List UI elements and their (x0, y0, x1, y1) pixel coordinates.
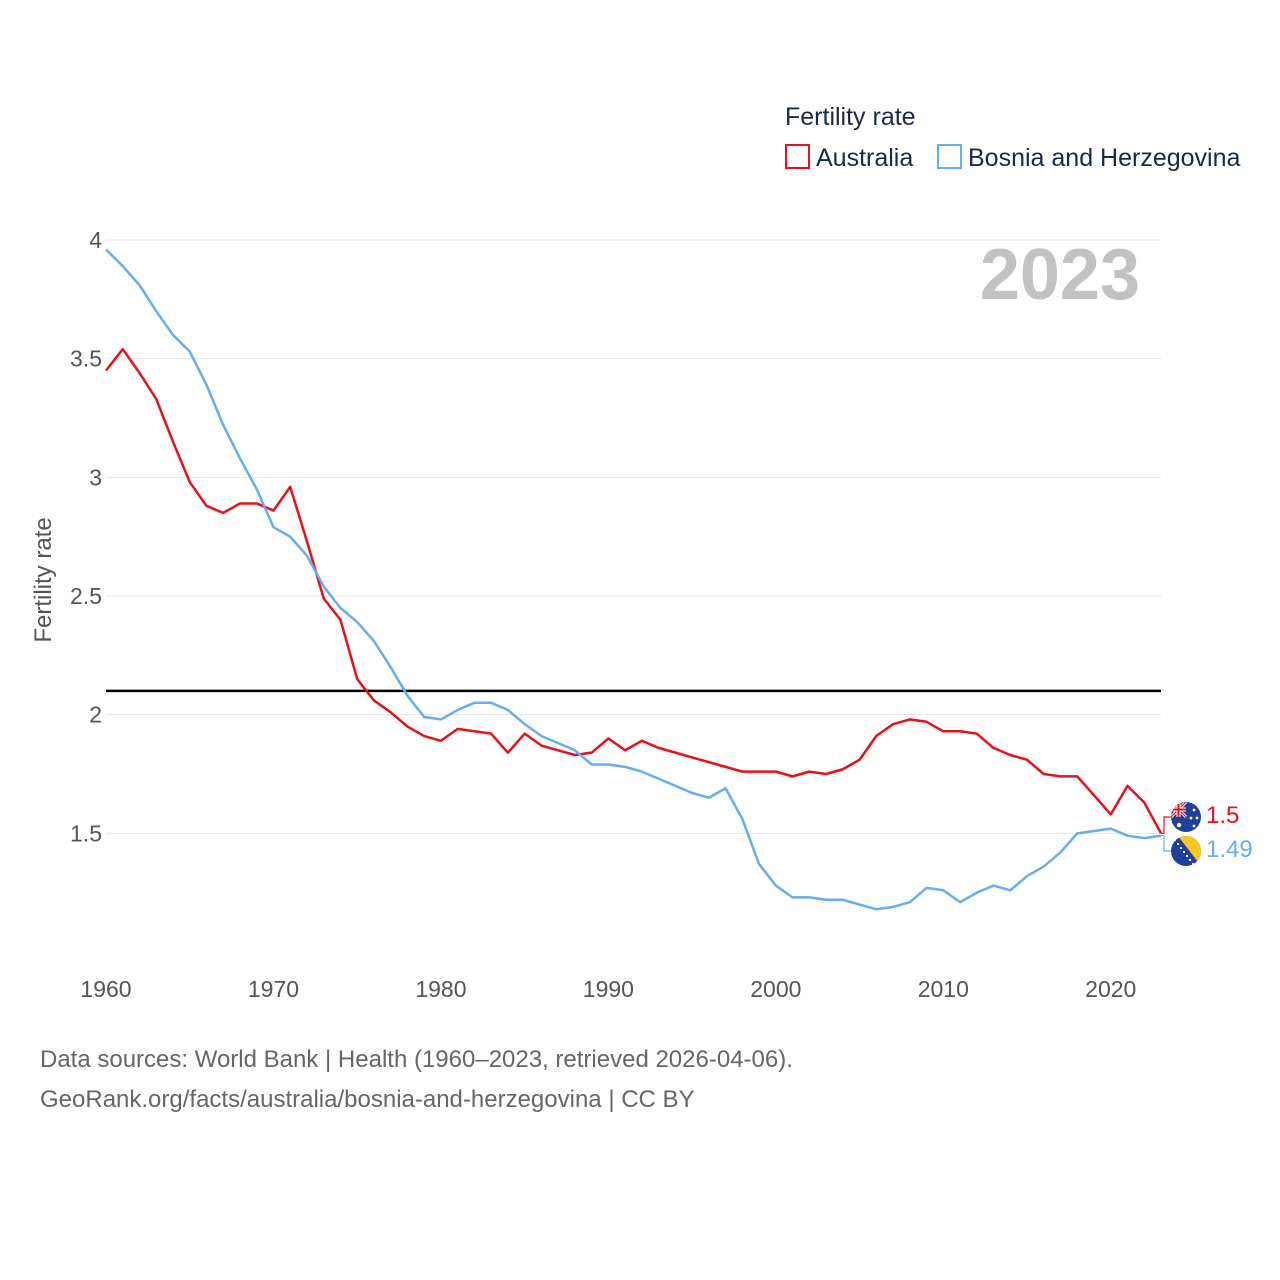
y-tick-label: 3.5 (70, 346, 102, 372)
year-label: 2023 (980, 235, 1140, 315)
x-tick-label: 1960 (80, 976, 131, 1002)
y-tick-label: 3 (89, 464, 102, 490)
x-tick-label: 2000 (750, 976, 801, 1002)
source-footnote: Data sources: World Bank | Health (1960–… (40, 1040, 793, 1120)
legend-label-bosnia-and-herzegovina[interactable]: Bosnia and Herzegovina (968, 144, 1240, 172)
end-connector-bosnia-and-herzegovina (1161, 835, 1171, 852)
bosnia-and-herzegovina-flag-icon (1171, 836, 1201, 866)
y-tick-label: 2.5 (70, 583, 102, 609)
legend-swatch-australia[interactable] (785, 144, 810, 169)
series-line-bosnia-and-herzegovina (105, 248, 1162, 911)
x-axis-ticks: 1960 1970 1980 1990 2000 2010 2020 (80, 976, 1136, 1002)
legend: Fertility rate Australia Bosnia and Herz… (785, 103, 1240, 172)
end-connector-australia (1161, 816, 1171, 834)
legend-swatch-bosnia-and-herzegovina[interactable] (937, 144, 962, 169)
y-axis-ticks: 1.5 2 2.5 3 3.5 4 (70, 227, 102, 846)
end-value-australia: 1.5 (1206, 802, 1239, 829)
x-tick-label: 2010 (918, 976, 969, 1002)
y-tick-label: 4 (89, 227, 102, 253)
end-value-bosnia-and-herzegovina: 1.49 (1206, 836, 1253, 863)
x-tick-label: 1990 (583, 976, 634, 1002)
x-tick-label: 2020 (1085, 976, 1136, 1002)
source-line-link[interactable]: GeoRank.org/facts/australia/bosnia-and-h… (40, 1086, 695, 1113)
x-tick-label: 1980 (415, 976, 466, 1002)
source-line-data: Data sources: World Bank | Health (1960–… (40, 1046, 793, 1073)
legend-label-australia[interactable]: Australia (816, 144, 913, 172)
x-tick-label: 1970 (248, 976, 299, 1002)
series-line-australia (105, 347, 1163, 834)
australia-flag-icon (1171, 802, 1201, 832)
gridlines (106, 239, 1161, 834)
y-tick-label: 2 (89, 702, 102, 728)
y-tick-label: 1.5 (70, 820, 102, 846)
legend-title: Fertility rate (785, 103, 916, 131)
y-axis-label: Fertility rate (30, 517, 57, 642)
